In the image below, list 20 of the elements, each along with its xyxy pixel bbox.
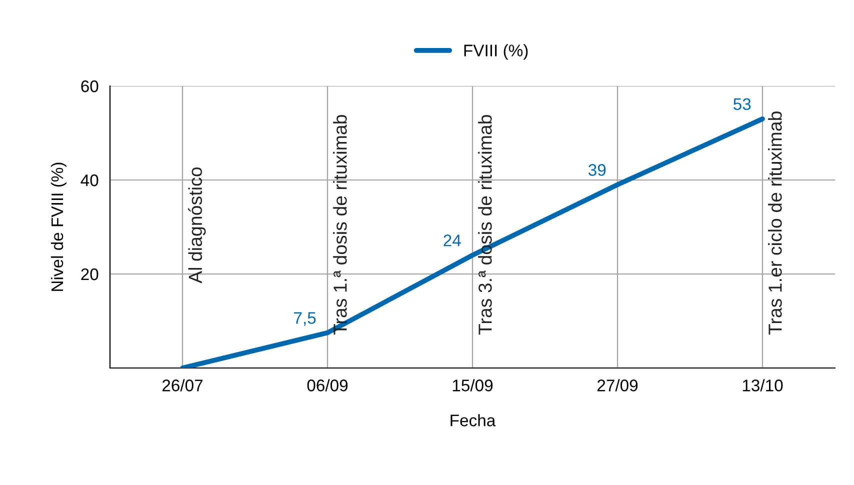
ref-line-label: Tras 1.er ciclo de rituximab bbox=[768, 112, 782, 335]
x-tick-label: 15/09 bbox=[452, 379, 493, 392]
x-axis-title: Fecha bbox=[450, 414, 496, 426]
y-tick-label: 40 bbox=[80, 174, 98, 186]
ref-line-label: Tras 1.ª dosis de rituximab bbox=[333, 114, 347, 335]
y-tick-label: 60 bbox=[81, 80, 98, 92]
x-tick-label: 13/10 bbox=[742, 379, 783, 392]
x-tick-label: 06/09 bbox=[307, 379, 348, 392]
legend-label: FVIII (%) bbox=[464, 44, 528, 60]
data-label: 7,5 bbox=[294, 312, 316, 326]
y-axis-title: Nivel de FVIII (%) bbox=[50, 162, 66, 291]
x-tick-label: 27/09 bbox=[597, 379, 638, 392]
data-label: 39 bbox=[588, 164, 606, 176]
data-label: 24 bbox=[444, 234, 461, 246]
x-tick-label: 26/07 bbox=[162, 379, 203, 392]
y-tick-label: 20 bbox=[81, 268, 98, 280]
data-label: 53 bbox=[734, 98, 751, 110]
ref-line-label: Tras 3.ª dosis de rituximab bbox=[478, 114, 492, 335]
line-series bbox=[180, 116, 765, 368]
ref-line-label: Al diagnóstico bbox=[188, 167, 206, 284]
